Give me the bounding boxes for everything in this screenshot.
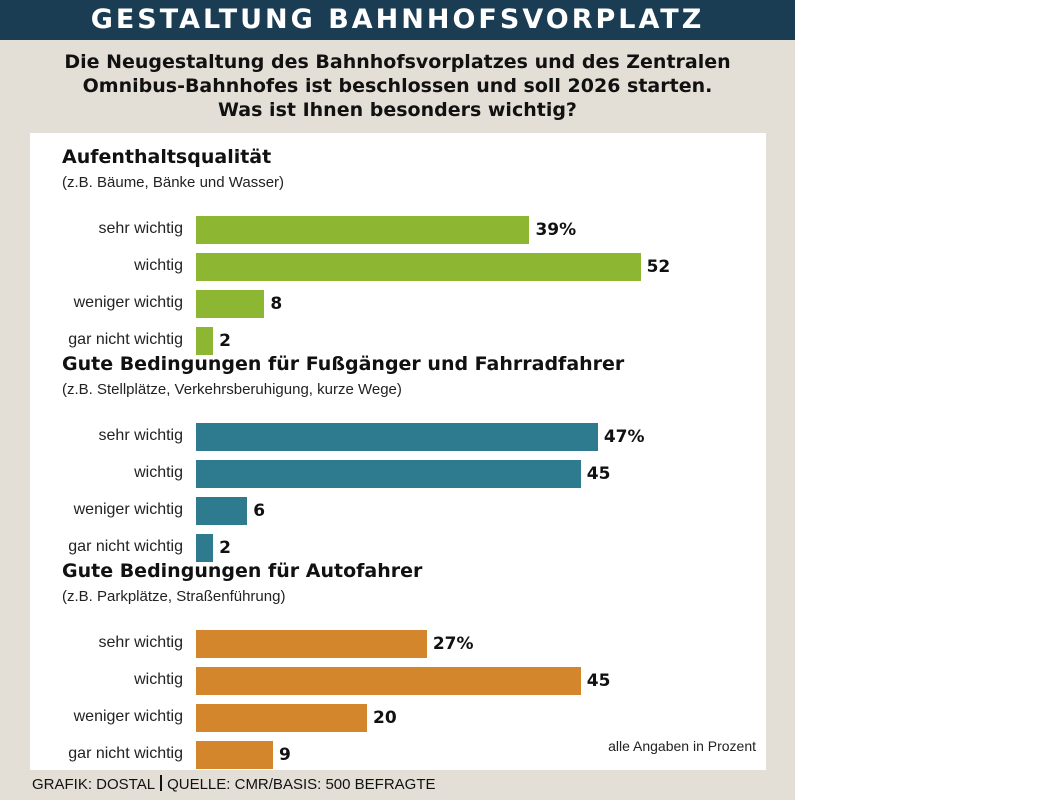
group-title: Aufenthaltsqualität (62, 146, 272, 168)
category-label: weniger wichtig (73, 708, 183, 725)
category-label: gar nicht wichtig (68, 331, 183, 348)
data-label: 2 (219, 331, 231, 351)
page-title: GESTALTUNG BAHNHOFSVORPLATZ (0, 0, 795, 40)
category-label: sehr wichtig (98, 634, 183, 651)
bar (196, 460, 581, 488)
data-label: 27% (432, 634, 474, 654)
category-label: gar nicht wichtig (68, 745, 183, 762)
group-note: (z.B. Parkplätze, Straßenführung) (62, 588, 286, 605)
category-label: weniger wichtig (73, 501, 183, 518)
bar (196, 423, 598, 451)
source-footer: GRAFIK: DOSTAL QUELLE: CMR/BASIS: 500 BEF… (32, 775, 436, 793)
bar (196, 741, 273, 769)
credit-quelle: QUELLE: CMR/BASIS: 500 BEFRAGTE (167, 776, 436, 793)
group-title: Gute Bedingungen für Autofahrer (62, 560, 423, 582)
category-label: sehr wichtig (98, 427, 183, 444)
data-label: 20 (373, 708, 397, 728)
footer-divider (160, 775, 163, 791)
unit-note: alle Angaben in Prozent (608, 738, 756, 754)
data-label: 45 (586, 464, 611, 484)
bar (196, 253, 641, 281)
data-label: 52 (646, 257, 671, 277)
category-label: wichtig (134, 257, 183, 274)
group-title: Gute Bedingungen für Fußgänger und Fahrr… (62, 353, 625, 375)
subtitle-line: Omnibus-Bahnhofes ist beschlossen und so… (82, 75, 713, 97)
bar (196, 327, 214, 355)
category-label: wichtig (134, 464, 183, 481)
data-label: 9 (278, 745, 291, 765)
bar (196, 667, 581, 695)
data-label: 47% (603, 427, 645, 447)
subtitle-line: Was ist Ihnen besonders wichtig? (218, 99, 577, 121)
category-label: wichtig (134, 671, 183, 688)
bar (196, 630, 427, 658)
infographic-panel: GESTALTUNG BAHNHOFSVORPLATZ Die Neugesta… (0, 0, 795, 800)
data-label: 6 (253, 501, 266, 521)
data-label: 39% (535, 220, 577, 240)
category-label: gar nicht wichtig (68, 538, 183, 555)
data-label: 2 (219, 538, 231, 558)
chart-area: alle Angaben in Prozent Aufenthaltsquali… (30, 133, 766, 770)
bar (196, 704, 367, 732)
bar (196, 290, 265, 318)
bar (196, 497, 248, 525)
bar (196, 216, 530, 244)
bar (196, 534, 214, 562)
category-label: weniger wichtig (73, 294, 183, 311)
category-label: sehr wichtig (98, 220, 183, 237)
credit-grafik: GRAFIK: DOSTAL (32, 776, 156, 793)
chart-subtitle: Die Neugestaltung des Bahnhofsvorplatzes… (20, 50, 775, 122)
subtitle-line: Die Neugestaltung des Bahnhofsvorplatzes… (64, 51, 731, 73)
group-note: (z.B. Bäume, Bänke und Wasser) (62, 174, 285, 191)
group-note: (z.B. Stellplätze, Verkehrsberuhigung, k… (62, 381, 402, 398)
data-label: 8 (270, 294, 283, 314)
data-label: 45 (586, 671, 611, 691)
